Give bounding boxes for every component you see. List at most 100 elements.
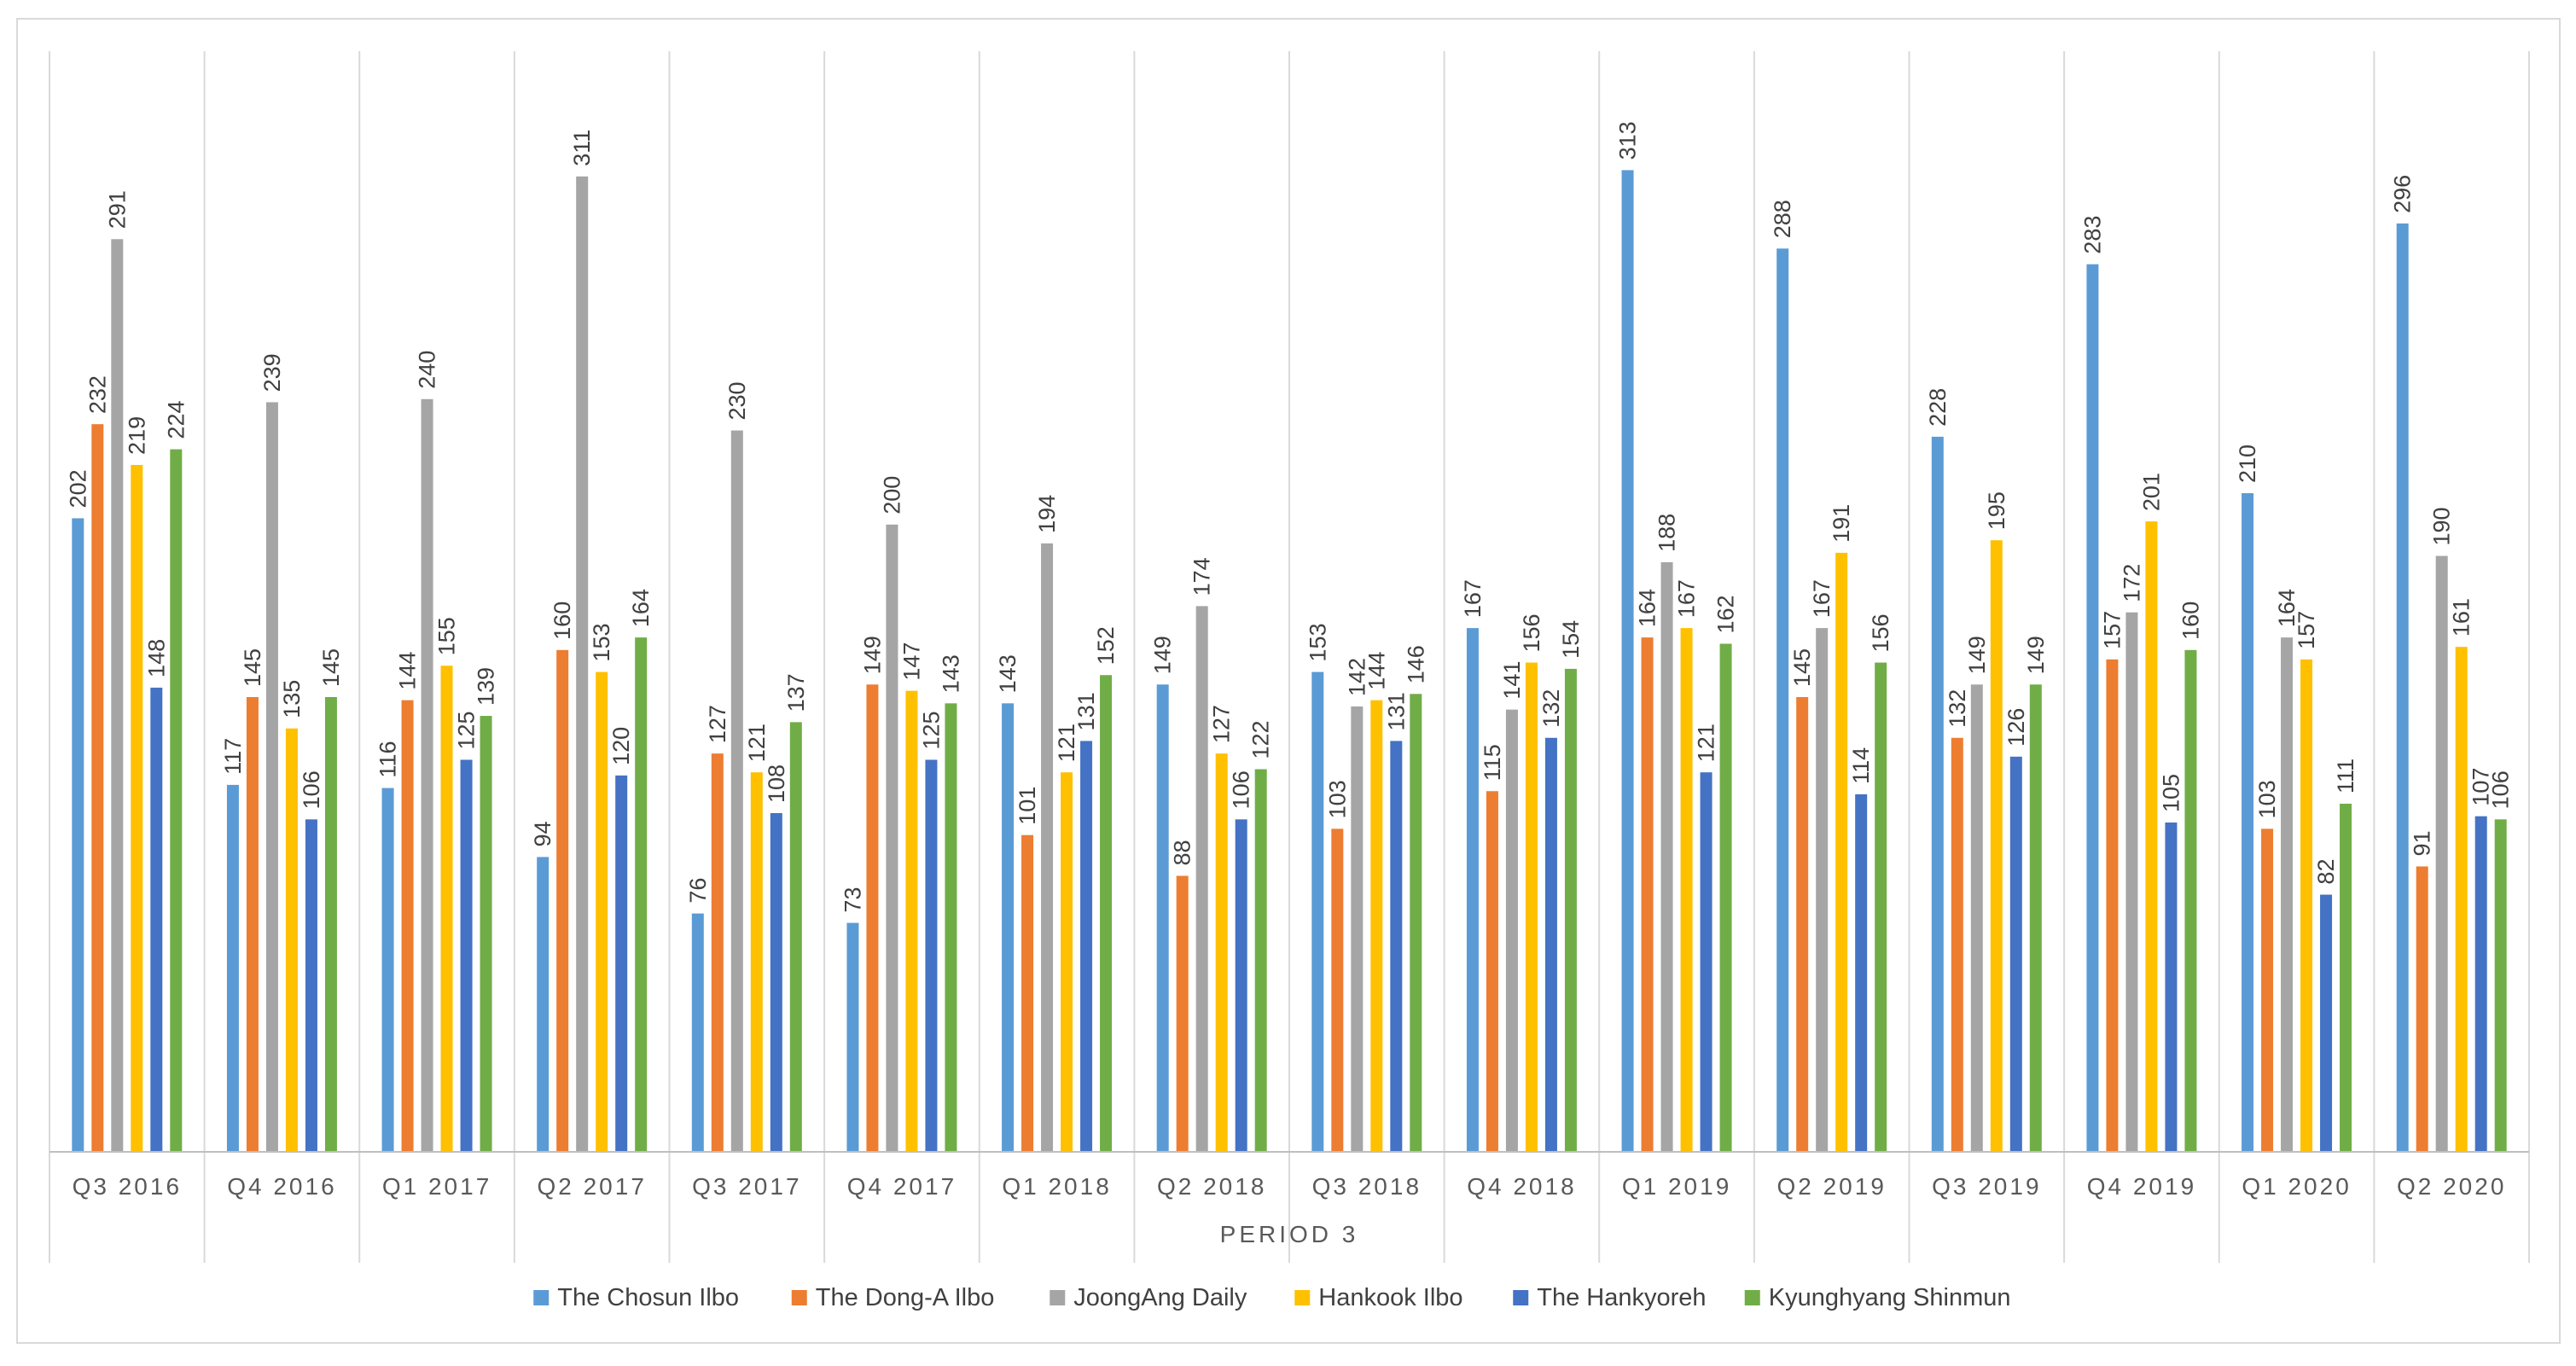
legend-item: JoongAng Daily (1050, 1284, 1247, 1311)
data-label: 157 (2294, 611, 2319, 649)
data-label: 125 (454, 711, 480, 749)
bar (1100, 675, 1113, 1152)
bar (1855, 793, 1868, 1152)
legend-label: The Hankyoreh (1537, 1284, 1706, 1311)
bar (691, 913, 704, 1152)
bar (2320, 894, 2333, 1152)
legend-swatch (791, 1290, 807, 1305)
data-label: 144 (1364, 652, 1389, 690)
data-label: 131 (1383, 692, 1409, 730)
bar (1370, 700, 1383, 1152)
data-label: 283 (2079, 216, 2105, 254)
data-label: 108 (764, 764, 789, 803)
bar (730, 430, 743, 1152)
legend-item: The Chosun Ilbo (533, 1284, 739, 1311)
legend-item: Hankook Ilbo (1294, 1284, 1463, 1311)
data-label: 103 (2254, 780, 2280, 818)
legend-item: Kyunghyang Shinmun (1744, 1284, 2011, 1311)
x-tick-label: Q3 2019 (1932, 1173, 2041, 1200)
bar (1680, 628, 1693, 1152)
x-tick-label: Q4 2018 (1467, 1173, 1576, 1200)
data-label: 313 (1615, 121, 1641, 160)
bar (576, 176, 589, 1152)
bar (1816, 628, 1829, 1152)
data-label: 160 (550, 602, 575, 640)
data-label: 145 (240, 648, 265, 687)
bar (305, 819, 317, 1152)
bar (111, 239, 124, 1153)
bar (945, 703, 957, 1152)
data-label: 114 (1848, 747, 1874, 784)
data-label: 219 (124, 416, 149, 455)
data-label: 143 (938, 654, 963, 693)
bars (72, 170, 2507, 1153)
data-label: 157 (2099, 611, 2125, 649)
data-label: 162 (1713, 595, 1739, 633)
bar (1796, 696, 1809, 1152)
data-label: 191 (1829, 504, 1854, 543)
data-label: 103 (1324, 780, 1350, 818)
bar (2281, 637, 2294, 1152)
bar (2261, 828, 2274, 1152)
data-label: 121 (1054, 724, 1079, 762)
bar (866, 684, 879, 1152)
data-label: 160 (2178, 602, 2203, 640)
data-label: 224 (163, 401, 189, 439)
data-label: 145 (1789, 648, 1815, 687)
data-label: 145 (318, 648, 344, 687)
bar (2125, 612, 2138, 1152)
bar (711, 753, 724, 1152)
data-label: 121 (744, 724, 770, 762)
data-label: 167 (1809, 579, 1835, 618)
bar (2106, 659, 2119, 1152)
bar (1041, 543, 1054, 1152)
bar (1544, 737, 1557, 1152)
data-label: 143 (995, 654, 1021, 693)
x-tick-label: Q3 2016 (73, 1173, 182, 1200)
data-label: 190 (2429, 507, 2455, 545)
data-label: 164 (2274, 589, 2300, 627)
bar (150, 687, 163, 1152)
x-tick-label: Q2 2017 (537, 1173, 646, 1200)
data-label: 101 (1015, 787, 1040, 825)
legend-label: JoongAng Daily (1073, 1284, 1247, 1311)
bar (789, 722, 802, 1152)
x-tick-label: Q1 2017 (382, 1173, 491, 1200)
data-label: 174 (1189, 557, 1215, 596)
bar (635, 637, 648, 1152)
bar (1486, 791, 1498, 1152)
data-label: 88 (1170, 840, 1195, 865)
bar (2184, 649, 2197, 1152)
legend-label: Hankook Ilbo (1318, 1284, 1462, 1311)
data-label: 201 (2138, 473, 2164, 511)
x-tick-label: Q4 2019 (2087, 1173, 2196, 1200)
data-label: 161 (2449, 598, 2474, 636)
bar (1176, 875, 1189, 1152)
bar (1875, 662, 1887, 1152)
bar (440, 666, 453, 1152)
bar (131, 464, 143, 1152)
legend: The Chosun Ilbo The Dong-A Ilbo JoongAng D… (533, 1284, 2011, 1311)
bar (905, 690, 918, 1152)
legend-label: Kyunghyang Shinmun (1769, 1284, 2011, 1311)
data-label: 167 (1674, 579, 1700, 618)
data-label: 106 (1229, 770, 1254, 809)
data-label: 296 (2390, 175, 2416, 213)
legend-item: The Hankyoreh (1513, 1284, 1707, 1311)
bar (265, 402, 278, 1152)
bar (1156, 684, 1169, 1152)
legend-label: The Dong-A Ilbo (816, 1284, 995, 1311)
bar (1505, 709, 1518, 1152)
data-label: 122 (1248, 720, 1274, 759)
data-label: 121 (1694, 724, 1719, 762)
bar (1061, 772, 1073, 1152)
bar (1235, 819, 1247, 1152)
data-label: 188 (1654, 514, 1680, 552)
data-label: 139 (474, 667, 499, 706)
data-label: 202 (65, 469, 90, 508)
data-label: 132 (1945, 689, 1970, 728)
bar (2340, 803, 2352, 1152)
bar (72, 518, 84, 1152)
data-label: 167 (1460, 579, 1486, 618)
bar (925, 759, 938, 1152)
